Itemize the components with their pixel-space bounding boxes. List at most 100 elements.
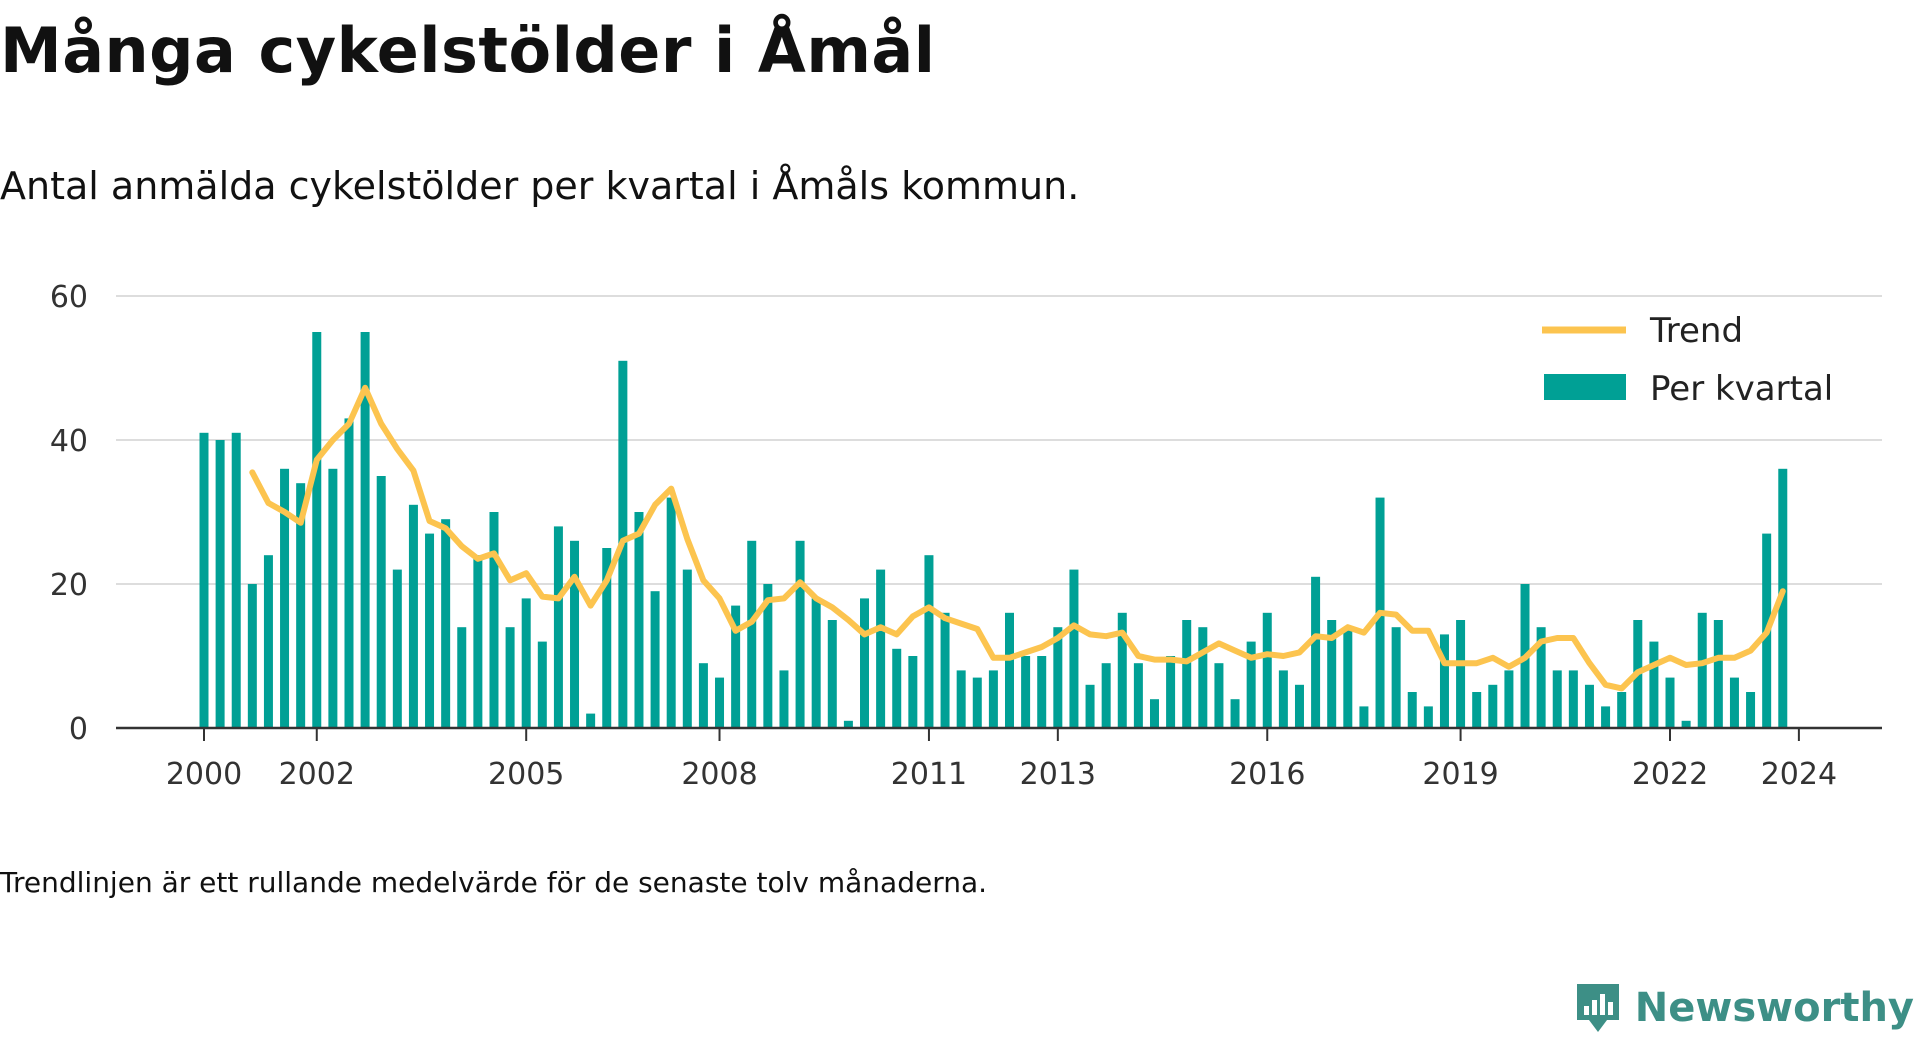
bar	[1149, 699, 1159, 728]
y-axis: 0 20 40 60	[50, 280, 88, 747]
bar	[876, 569, 886, 728]
bar	[280, 468, 290, 728]
brand-logo[interactable]: Newsworthy	[1573, 980, 1914, 1036]
bar	[408, 504, 418, 728]
x-tick-label: 2016	[1229, 757, 1305, 792]
bar	[1391, 627, 1401, 728]
bar	[860, 598, 870, 728]
bar	[1617, 692, 1627, 728]
x-tick-label: 2013	[1020, 757, 1096, 792]
bar	[1278, 670, 1288, 728]
bar	[1665, 677, 1675, 728]
bar	[344, 418, 354, 728]
bar	[779, 670, 789, 728]
bar	[843, 720, 853, 728]
legend-label-trend: Trend	[1649, 311, 1743, 351]
bar	[1649, 641, 1659, 728]
bar	[441, 519, 451, 728]
bar	[1746, 692, 1756, 728]
bar	[199, 432, 209, 728]
bar	[1697, 612, 1707, 728]
bar	[489, 512, 499, 728]
bar	[1085, 684, 1095, 728]
bar	[1343, 627, 1353, 728]
bar	[1552, 670, 1562, 728]
bar	[586, 713, 596, 728]
bar	[360, 332, 370, 728]
bar	[1536, 627, 1546, 728]
bar	[1198, 627, 1208, 728]
x-tick-label: 2024	[1761, 757, 1837, 792]
bar	[1423, 706, 1433, 728]
bar	[570, 540, 580, 728]
bar	[1327, 620, 1337, 728]
bar-chart-logo-icon	[1576, 984, 1619, 1032]
x-tick-label: 2011	[891, 757, 967, 792]
brand-name: Newsworthy	[1634, 985, 1914, 1031]
bar	[956, 670, 966, 728]
bar	[1488, 684, 1498, 728]
bar	[1101, 663, 1111, 728]
x-axis: 2000 2002 2005 2008 2011 2013 2016 2019 2022 2024	[116, 726, 1882, 792]
bar	[1472, 692, 1482, 728]
trend-series	[249, 384, 1786, 692]
bar	[1117, 612, 1127, 728]
y-tick-label: 40	[50, 424, 88, 459]
bar	[521, 598, 531, 728]
bar	[425, 533, 435, 728]
bar	[666, 497, 676, 728]
legend: Trend Per kvartal	[1542, 311, 1833, 409]
bar	[795, 540, 805, 728]
bar	[715, 677, 725, 728]
bar	[940, 612, 950, 728]
chart-subtitle: Antal anmälda cykelstölder per kvartal i…	[0, 164, 1080, 208]
x-tick-label: 2002	[279, 757, 355, 792]
bar	[1729, 677, 1739, 728]
bar	[1439, 634, 1449, 728]
bar	[553, 526, 563, 728]
bar	[1230, 699, 1240, 728]
bar	[1359, 706, 1369, 728]
bar	[602, 548, 612, 728]
bar	[247, 584, 257, 728]
bar	[1456, 620, 1466, 728]
bar	[457, 627, 467, 728]
bar	[1568, 670, 1578, 728]
x-tick-label: 2000	[166, 757, 242, 792]
bar	[1037, 656, 1047, 728]
bar	[763, 584, 773, 728]
bar	[682, 569, 692, 728]
bar	[1005, 612, 1014, 728]
legend-bar-swatch	[1544, 374, 1626, 400]
bar	[296, 483, 306, 728]
bar	[1584, 684, 1594, 728]
bar	[1601, 706, 1611, 728]
bar	[1311, 576, 1321, 728]
bar	[215, 440, 225, 728]
bar	[634, 512, 644, 728]
bar	[924, 555, 934, 728]
y-tick-label: 0	[69, 712, 88, 747]
bar	[312, 332, 322, 728]
x-tick-label: 2005	[488, 757, 564, 792]
bar	[731, 605, 741, 728]
bar	[263, 555, 273, 728]
bar	[1182, 620, 1192, 728]
bar	[1069, 569, 1079, 728]
bar	[1713, 620, 1723, 728]
bar	[505, 627, 515, 728]
y-tick-label: 20	[50, 568, 88, 603]
trend-line	[249, 384, 1786, 692]
bar	[1214, 663, 1224, 728]
bar	[1407, 692, 1417, 728]
legend-label-per-kvartal: Per kvartal	[1650, 369, 1833, 409]
bar	[908, 656, 918, 728]
bar	[1294, 684, 1304, 728]
bar	[1021, 656, 1031, 728]
bar	[698, 663, 708, 728]
x-tick-label: 2019	[1422, 757, 1498, 792]
bar	[473, 555, 483, 728]
bar	[827, 620, 837, 728]
bar	[1681, 720, 1691, 728]
bar	[376, 476, 386, 728]
